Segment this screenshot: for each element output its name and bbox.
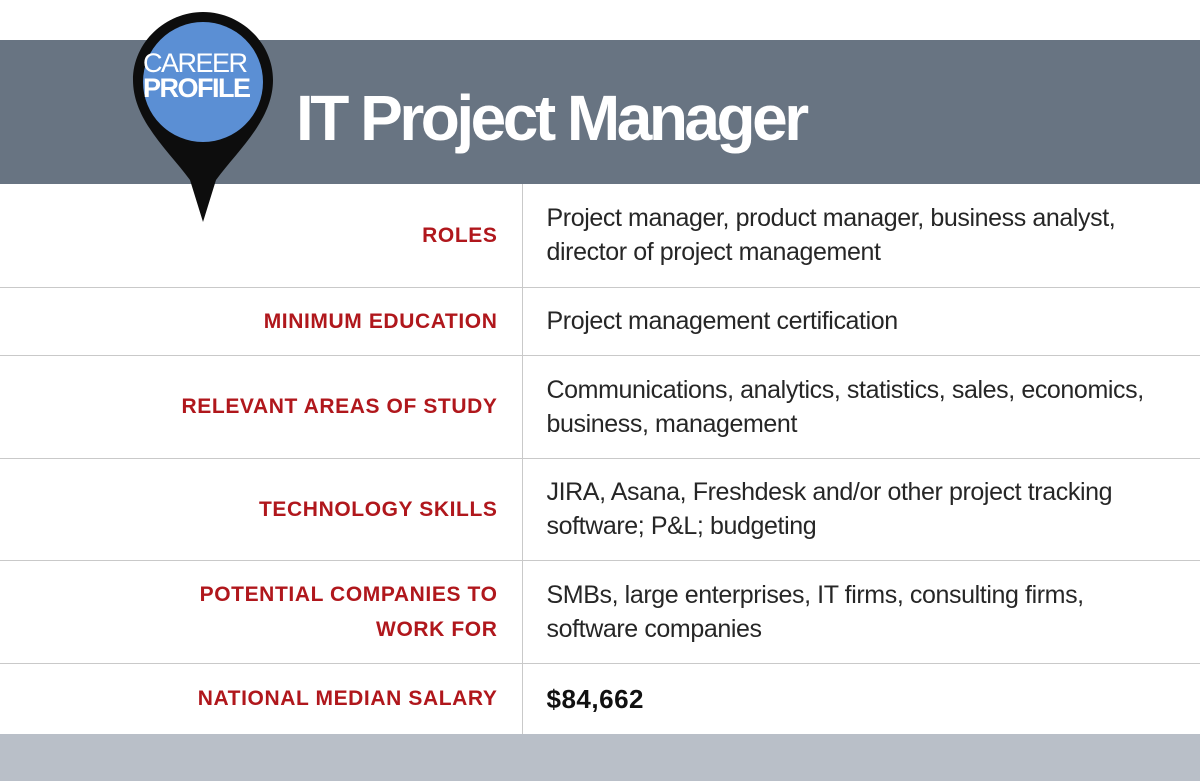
badge-line2: PROFILE bbox=[143, 73, 251, 103]
row-value-potential-companies: SMBs, large enterprises, IT firms, consu… bbox=[522, 559, 1200, 663]
row-label-technology-skills: TECHNOLOGY SKILLS bbox=[0, 457, 523, 560]
row-value-areas-of-study: Communications, analytics, statistics, s… bbox=[522, 354, 1200, 458]
row-label-median-salary: NATIONAL MEDIAN SALARY bbox=[0, 662, 523, 734]
page-title: IT Project Manager bbox=[296, 82, 809, 154]
row-label-potential-companies: POTENTIAL COMPANIES TO WORK FOR bbox=[0, 559, 523, 663]
table-row: NATIONAL MEDIAN SALARY $84,662 bbox=[0, 662, 1200, 734]
row-label-roles: ROLES bbox=[0, 184, 523, 287]
table-row: POTENTIAL COMPANIES TO WORK FOR SMBs, la… bbox=[0, 559, 1200, 663]
table-row: MINIMUM EDUCATION Project management cer… bbox=[0, 286, 1200, 355]
row-value-technology-skills: JIRA, Asana, Freshdesk and/or other proj… bbox=[522, 457, 1200, 560]
pin-head-circle bbox=[143, 22, 263, 142]
row-label-minimum-education: MINIMUM EDUCATION bbox=[0, 286, 523, 355]
row-value-median-salary: $84,662 bbox=[522, 662, 1200, 734]
row-value-roles: Project manager, product manager, busine… bbox=[546, 204, 1116, 267]
footer-band bbox=[0, 734, 1200, 781]
career-profile-table: ROLES Project manager, product manager, … bbox=[0, 184, 1200, 734]
table-row: TECHNOLOGY SKILLS JIRA, Asana, Freshdesk… bbox=[0, 457, 1200, 560]
map-pin-icon bbox=[133, 12, 273, 222]
table-row: ROLES Project manager, product manager, … bbox=[0, 184, 1200, 287]
row-value-minimum-education: Project management certification bbox=[522, 286, 1200, 355]
badge-line1: CAREER bbox=[143, 48, 248, 78]
row-label-areas-of-study: RELEVANT AREAS OF STUDY bbox=[0, 354, 523, 458]
table-row: RELEVANT AREAS OF STUDY Communications, … bbox=[0, 354, 1200, 458]
